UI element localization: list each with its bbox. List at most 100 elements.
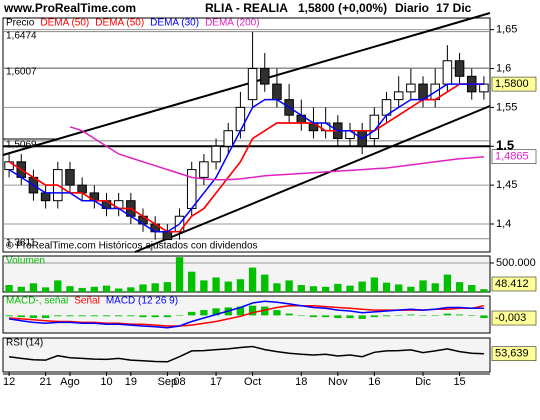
bar	[127, 287, 135, 292]
x-tick-label: 17	[210, 376, 222, 388]
legend-entry: DEMA (50)	[40, 18, 89, 29]
candle-body	[77, 184, 87, 194]
x-tick-label: Ago	[60, 376, 80, 388]
value-box	[491, 346, 537, 362]
y-tick-label: 1,6	[496, 62, 511, 74]
bar	[66, 286, 74, 292]
bar	[90, 286, 98, 292]
channel-lower	[134, 105, 491, 253]
bar	[358, 281, 366, 292]
value-box	[491, 149, 537, 165]
candle-body	[260, 68, 270, 85]
value-box	[491, 76, 537, 92]
bar	[175, 257, 184, 292]
x-tick-label: 12	[3, 376, 15, 388]
bar	[212, 277, 220, 292]
x-tick-label: 21	[39, 376, 51, 388]
bar	[236, 306, 245, 316]
bar	[163, 315, 172, 318]
candle-body	[223, 130, 233, 147]
legend-entry: Señal	[74, 296, 100, 307]
bar	[54, 280, 62, 292]
x-tick-label: 08	[173, 376, 185, 388]
bar	[175, 315, 184, 316]
legend-entry: RSI (14)	[6, 338, 43, 349]
bar	[419, 280, 427, 292]
bar	[468, 285, 476, 292]
bar	[188, 311, 196, 316]
bar	[321, 315, 330, 318]
y-tick-label: 1,5	[496, 138, 514, 153]
legend-entry: Volumen	[6, 256, 45, 267]
legend-entry: MACD-, señal	[6, 296, 68, 307]
bar	[443, 313, 452, 316]
x-tick-label: 16	[368, 376, 380, 388]
x-tick-label: Nov	[328, 376, 348, 388]
bar	[200, 280, 208, 292]
bar	[151, 283, 159, 292]
x-tick-label: 10	[100, 376, 112, 388]
bar	[115, 315, 123, 317]
line	[69, 126, 484, 181]
legend-entry: DEMA (200)	[205, 18, 259, 29]
bar	[395, 284, 403, 292]
bar	[248, 267, 257, 292]
bar	[41, 287, 50, 292]
x-tick-label: 15	[453, 376, 465, 388]
candle-body	[40, 192, 51, 202]
x-tick-label: Dic	[415, 376, 431, 388]
quote: 1,5800 (+0,00%)	[298, 1, 387, 15]
bar	[443, 274, 452, 292]
candle-body	[442, 60, 453, 85]
bar	[285, 280, 293, 292]
bar	[321, 286, 330, 292]
bar	[5, 315, 13, 317]
level-label: 1,6474	[6, 30, 37, 41]
bar	[273, 283, 281, 292]
panel	[2, 337, 491, 373]
candle-body	[186, 169, 197, 209]
value-label: 48.412	[495, 278, 529, 290]
bar	[29, 283, 38, 292]
bar	[431, 283, 439, 292]
legend-entry: MACD (12 26 9)	[106, 296, 178, 307]
level-label: 1,3811	[6, 237, 36, 248]
value-label: 1,5800	[495, 78, 529, 90]
bar	[455, 314, 464, 316]
bar	[431, 315, 439, 316]
bar	[261, 274, 269, 292]
bar	[334, 283, 342, 292]
date: 17 Dic	[436, 1, 472, 15]
bar	[370, 277, 378, 292]
candle-body	[65, 169, 75, 186]
value-label: 53,639	[495, 348, 529, 360]
bar	[102, 285, 111, 292]
bar	[17, 315, 25, 318]
candle-body	[406, 83, 416, 93]
bar	[273, 310, 281, 316]
bar	[78, 315, 86, 317]
candle-body	[479, 83, 489, 93]
candle-body	[393, 91, 404, 101]
bar	[382, 315, 391, 317]
y-tick-label: 1,65	[496, 24, 517, 36]
bar	[212, 308, 220, 316]
value-box	[491, 276, 537, 292]
legend-entry: DEMA (30)	[150, 18, 199, 29]
bar	[358, 315, 366, 319]
bar	[78, 287, 86, 292]
bar	[151, 315, 159, 318]
value-label: 1,4865	[495, 151, 529, 163]
bar	[236, 279, 245, 292]
bar	[139, 284, 147, 292]
period: Diario	[395, 1, 429, 15]
y-tick-label: 500.000	[496, 257, 536, 269]
bar	[200, 310, 208, 316]
line	[8, 300, 484, 329]
y-tick-label: 1,45	[496, 179, 517, 191]
bar	[297, 285, 305, 292]
bar	[285, 313, 293, 316]
bar	[419, 315, 427, 316]
bar	[41, 315, 50, 319]
bar	[480, 289, 488, 292]
